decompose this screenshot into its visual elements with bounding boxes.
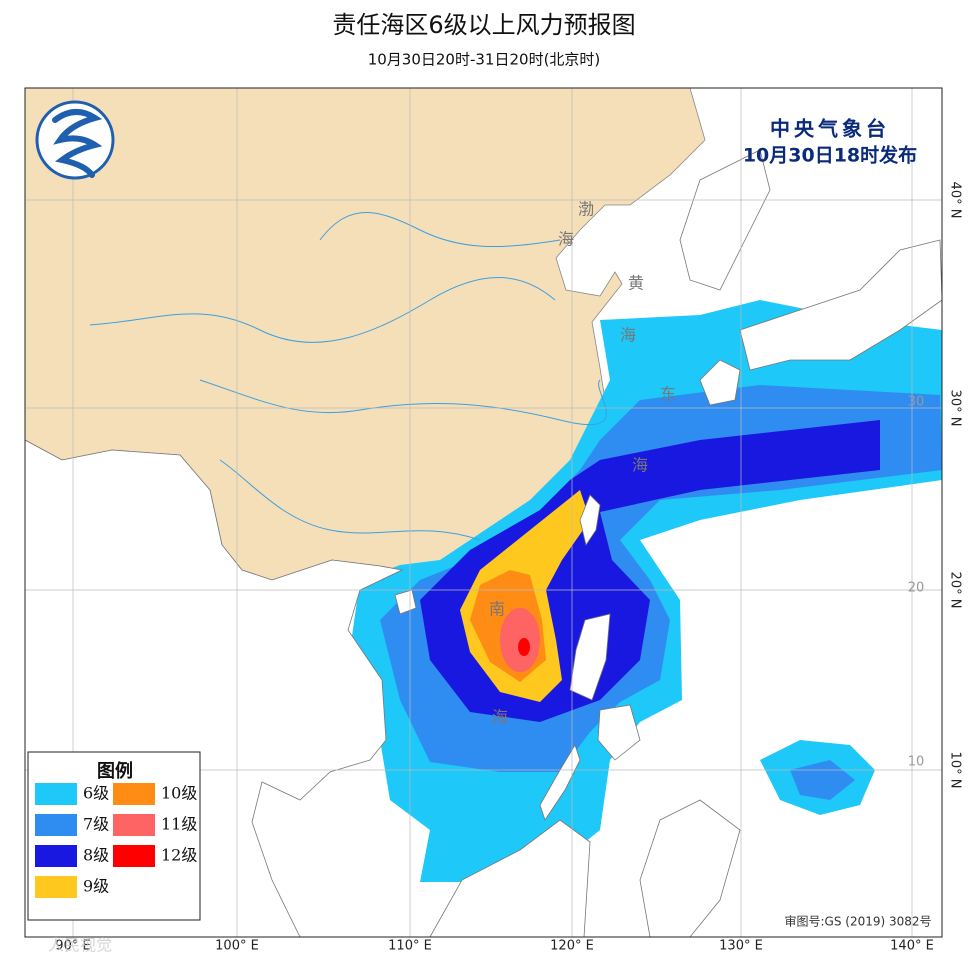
lon-label: 120° E	[550, 939, 594, 954]
legend-label: 7级	[83, 815, 109, 834]
legend-swatch	[35, 814, 77, 836]
legend: 图例 6级 7级 8级 9级 10级 11级 12级	[27, 751, 201, 921]
review-number: 审图号:GS (2019) 3082号	[784, 914, 931, 929]
legend-swatch	[113, 814, 155, 836]
watermark: 人民视觉	[48, 936, 112, 955]
lat-label: 30° N	[948, 390, 963, 427]
sea-label: 海	[632, 456, 648, 475]
issue-time: 10月30日18时发布	[743, 144, 917, 167]
legend-label: 9级	[83, 877, 109, 896]
lon-labels: 90° E 100° E 110° E 120° E 130° E 140° E	[55, 939, 934, 954]
wind-areas	[350, 300, 942, 882]
legend-swatch	[113, 783, 155, 805]
rivers	[89, 212, 607, 541]
legend-label: 10级	[161, 784, 197, 803]
sea-label: 海	[620, 326, 636, 345]
lon-label: 140° E	[890, 939, 934, 954]
legend-title: 图例	[97, 760, 133, 782]
lat-label: 40° N	[948, 182, 963, 219]
lon-label: 110° E	[388, 939, 432, 954]
legend-label: 11级	[161, 815, 197, 834]
inner-lat-label: 10	[908, 755, 925, 770]
lon-label: 90° E	[55, 939, 90, 954]
title: 责任海区6级以上风力预报图	[332, 11, 635, 39]
map-frame	[24, 87, 943, 938]
legend-swatch	[35, 876, 77, 898]
legend-swatch	[35, 845, 77, 867]
inner-lat-label: 30	[908, 395, 925, 410]
sea-label: 海	[558, 230, 574, 249]
lat-label: 20° N	[948, 572, 963, 609]
lon-label: 130° E	[719, 939, 763, 954]
agency: 中央气象台	[770, 117, 890, 141]
lat-label: 10° N	[948, 752, 963, 789]
legend-swatch	[113, 845, 155, 867]
sea-label: 渤	[578, 200, 594, 219]
legend-label: 12级	[161, 846, 197, 865]
legend-swatch	[35, 783, 77, 805]
sea-label: 东	[660, 385, 676, 404]
inner-lat-label: 20	[908, 581, 925, 596]
wind-level-area	[518, 638, 530, 656]
legend-label: 8级	[83, 846, 109, 865]
lon-label: 100° E	[215, 939, 259, 954]
legend-label: 6级	[83, 784, 109, 803]
subtitle: 10月30日20时-31日20时(北京时)	[368, 51, 601, 69]
inner-lat-labels: 30 20 10	[908, 395, 925, 770]
lat-labels: 40° N 30° N 20° N 10° N	[948, 182, 963, 789]
sea-label: 南	[489, 600, 505, 619]
sea-label: 海	[492, 708, 508, 727]
wind-level-area	[500, 608, 540, 672]
sea-label: 黄	[628, 274, 644, 293]
logo	[35, 100, 115, 180]
